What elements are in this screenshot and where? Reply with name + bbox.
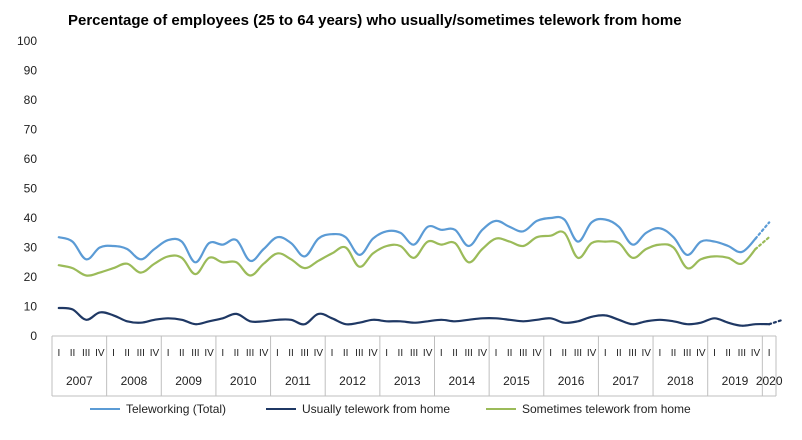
legend-label-usually: Usually telework from home <box>302 402 450 416</box>
y-tick-label: 40 <box>24 211 38 225</box>
year-label: 2020 <box>756 374 783 388</box>
quarter-tick-label: I <box>713 348 716 359</box>
quarter-tick-label: I <box>604 348 607 359</box>
legend-swatch-total <box>90 408 120 410</box>
legend-label-sometimes: Sometimes telework from home <box>522 402 691 416</box>
year-label: 2013 <box>394 374 421 388</box>
quarter-tick-label: II <box>507 348 513 359</box>
series-projection-0 <box>756 222 770 238</box>
quarter-tick-label: II <box>671 348 677 359</box>
year-label: 2015 <box>503 374 530 388</box>
quarter-tick-label: IV <box>641 348 651 359</box>
y-tick-label: 100 <box>17 34 37 48</box>
quarter-tick-label: I <box>57 348 60 359</box>
quarter-tick-label: I <box>768 348 771 359</box>
quarter-tick-label: III <box>137 348 145 359</box>
legend-swatch-usually <box>266 408 296 410</box>
year-label: 2012 <box>339 374 366 388</box>
year-label: 2018 <box>667 374 694 388</box>
quarter-tick-label: IV <box>259 348 269 359</box>
y-tick-label: 0 <box>30 329 37 343</box>
quarter-tick-label: II <box>398 348 404 359</box>
y-tick-label: 70 <box>24 123 38 137</box>
quarter-tick-label: I <box>440 348 443 359</box>
y-tick-label: 10 <box>24 300 38 314</box>
quarter-tick-label: I <box>331 348 334 359</box>
legend-label-total: Teleworking (Total) <box>126 402 226 416</box>
series-projection-2 <box>756 237 770 249</box>
series-line-1 <box>59 308 769 326</box>
series-line-2 <box>59 231 756 275</box>
year-label: 2017 <box>612 374 639 388</box>
year-label: 2016 <box>558 374 585 388</box>
quarter-tick-label: III <box>191 348 199 359</box>
quarter-tick-label: II <box>343 348 349 359</box>
quarter-tick-label: III <box>683 348 691 359</box>
quarter-tick-label: III <box>519 348 527 359</box>
quarter-tick-label: I <box>495 348 498 359</box>
quarter-tick-label: I <box>549 348 552 359</box>
quarter-tick-label: II <box>452 348 458 359</box>
y-tick-label: 50 <box>24 182 38 196</box>
legend-item-usually[interactable]: Usually telework from home <box>266 402 450 416</box>
legend-item-total[interactable]: Teleworking (Total) <box>90 402 226 416</box>
year-label: 2010 <box>230 374 257 388</box>
quarter-tick-label: III <box>246 348 254 359</box>
quarter-tick-label: IV <box>478 348 488 359</box>
quarter-tick-label: III <box>410 348 418 359</box>
legend: Teleworking (Total) Usually telework fro… <box>0 402 802 422</box>
quarter-tick-label: I <box>221 348 224 359</box>
quarter-tick-label: II <box>234 348 240 359</box>
quarter-tick-label: III <box>628 348 636 359</box>
quarter-tick-label: III <box>82 348 90 359</box>
quarter-tick-label: I <box>276 348 279 359</box>
quarter-tick-label: IV <box>751 348 761 359</box>
quarter-tick-label: II <box>561 348 567 359</box>
year-label: 2008 <box>121 374 148 388</box>
series-line-0 <box>59 217 756 262</box>
quarter-tick-label: IV <box>314 348 324 359</box>
quarter-tick-label: IV <box>696 348 706 359</box>
quarter-tick-label: I <box>385 348 388 359</box>
year-label: 2009 <box>175 374 202 388</box>
quarter-tick-label: II <box>616 348 622 359</box>
series-layer <box>59 217 783 326</box>
quarter-tick-label: IV <box>532 348 542 359</box>
quarter-tick-label: II <box>725 348 731 359</box>
quarter-tick-label: IV <box>204 348 214 359</box>
quarter-tick-label: I <box>112 348 115 359</box>
quarter-tick-label: III <box>738 348 746 359</box>
year-label: 2019 <box>722 374 749 388</box>
legend-item-sometimes[interactable]: Sometimes telework from home <box>486 402 691 416</box>
quarter-tick-label: IV <box>423 348 433 359</box>
quarter-tick-label: III <box>464 348 472 359</box>
quarter-tick-label: II <box>179 348 185 359</box>
quarter-tick-label: II <box>124 348 130 359</box>
quarter-tick-label: I <box>167 348 170 359</box>
y-tick-label: 90 <box>24 64 38 78</box>
quarter-tick-label: II <box>288 348 294 359</box>
quarter-tick-label: III <box>355 348 363 359</box>
year-label: 2007 <box>66 374 93 388</box>
quarter-tick-label: III <box>301 348 309 359</box>
quarter-tick-label: IV <box>150 348 160 359</box>
y-tick-label: 30 <box>24 241 38 255</box>
y-tick-label: 60 <box>24 152 38 166</box>
legend-swatch-sometimes <box>486 408 516 410</box>
y-tick-label: 20 <box>24 270 38 284</box>
quarter-tick-label: IV <box>368 348 378 359</box>
quarter-tick-label: IV <box>95 348 105 359</box>
quarter-tick-label: III <box>574 348 582 359</box>
y-tick-label: 80 <box>24 93 38 107</box>
year-label: 2011 <box>285 374 311 388</box>
quarter-tick-label: I <box>658 348 661 359</box>
year-label: 2014 <box>448 374 475 388</box>
quarter-tick-label: II <box>70 348 76 359</box>
series-projection-1 <box>769 320 783 324</box>
quarter-tick-label: IV <box>587 348 597 359</box>
